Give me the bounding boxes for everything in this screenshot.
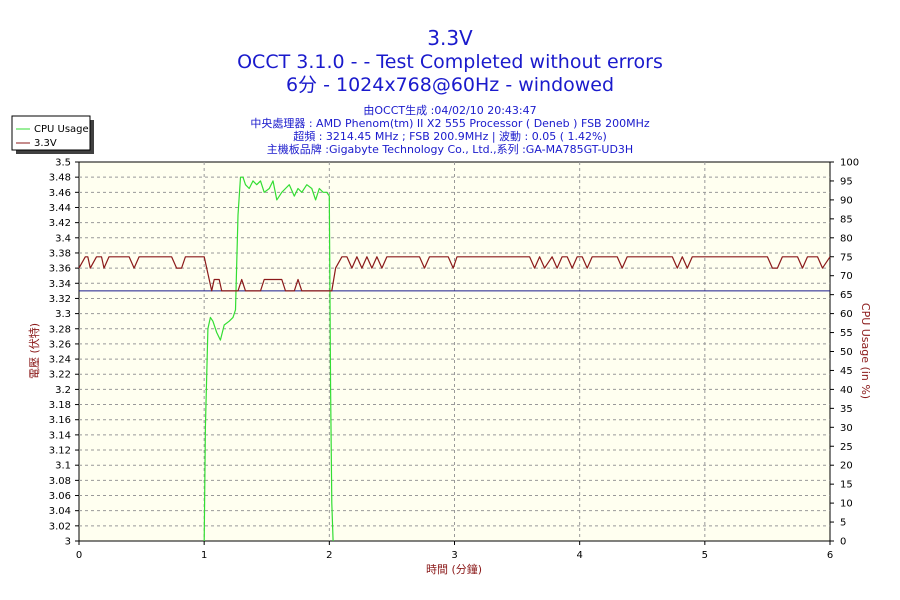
series-line-cpu-usage	[203, 176, 334, 542]
y-right-tick-label: 45	[840, 366, 853, 377]
y-right-tick-label: 15	[840, 480, 853, 491]
y-left-tick-label: 3.3	[55, 309, 71, 320]
y-left-tick-label: 3.38	[49, 248, 71, 259]
y-left-tick-label: 3.02	[49, 521, 71, 532]
y-right-tick-label: 35	[840, 404, 853, 415]
x-tick-label: 5	[702, 550, 708, 561]
y-right-tick-label: 40	[840, 385, 853, 396]
y-left-tick-label: 3.14	[49, 430, 71, 441]
y-axis-right-label: CPU Usage (in %)	[859, 303, 872, 399]
y-axis-left-label: 電壓 (伏特)	[27, 323, 41, 379]
plot-area	[78, 161, 831, 542]
x-tick-label: 6	[827, 550, 833, 561]
y-left-tick-label: 3.08	[49, 476, 71, 487]
y-right-tick-label: 60	[840, 309, 853, 320]
y-right-tick-label: 90	[840, 195, 853, 206]
y-left-tick-label: 3.44	[49, 203, 71, 214]
y-left-tick-label: 3.26	[49, 339, 71, 350]
y-right-tick-label: 85	[840, 214, 853, 225]
info-generated: 由OCCT生成 :04/02/10 20:43:47	[363, 103, 536, 117]
x-tick-label: 1	[201, 550, 207, 561]
y-left-tick-label: 3.5	[55, 158, 71, 169]
legend-entry-cpu-usage: CPU Usage	[34, 124, 89, 135]
legend: CPU Usage 3.3V	[11, 115, 94, 154]
y-right-tick-label: 20	[840, 461, 853, 472]
y-right-tick-label: 75	[840, 252, 853, 263]
y-right-tick-label: 70	[840, 271, 853, 282]
y-left-tick-label: 3.04	[49, 506, 71, 517]
y-left-tick-label: 3.48	[49, 173, 71, 184]
y-left-tick-label: 3.32	[49, 294, 71, 305]
y-right-tick-label: 10	[840, 499, 853, 510]
x-tick-label: 2	[326, 550, 332, 561]
chart-title: 3.3V	[427, 26, 473, 50]
y-right-tick-label: 25	[840, 442, 853, 453]
y-left-tick-label: 3.12	[49, 446, 71, 457]
y-left-tick-label: 3	[65, 537, 71, 548]
info-motherboard: 主機板品牌 :Gigabyte Technology Co., Ltd.,系列 …	[267, 142, 633, 156]
y-left-tick-label: 3.34	[49, 279, 71, 290]
y-left-tick-label: 3.16	[49, 415, 71, 426]
y-right-tick-label: 30	[840, 423, 853, 434]
series-lines	[78, 176, 831, 542]
tick-labels: 0 1 2 3 4 5 633.023.043.063.083.13.123.143.163…	[49, 158, 859, 562]
info-cpu: 中央處理器 : AMD Phenom(tm) II X2 555 Process…	[250, 116, 650, 130]
y-left-tick-label: 3.28	[49, 324, 71, 335]
info-overclock: 超頻 : 3214.45 MHz ; FSB 200.9MHz | 波動 : 0…	[293, 129, 607, 143]
y-right-tick-label: 100	[840, 158, 859, 169]
y-left-tick-label: 3.22	[49, 370, 71, 381]
y-left-tick-label: 3.36	[49, 264, 71, 275]
y-right-tick-label: 5	[840, 518, 846, 529]
x-tick-label: 4	[576, 550, 582, 561]
chart-subtitle-mode: 6分 - 1024x768@60Hz - windowed	[286, 74, 614, 96]
y-left-tick-label: 3.1	[55, 461, 71, 472]
chart-subtitle-test: OCCT 3.1.0 - - Test Completed without er…	[237, 51, 663, 73]
y-right-tick-label: 65	[840, 290, 853, 301]
x-tick-label: 0	[76, 550, 82, 561]
y-right-tick-label: 95	[840, 176, 853, 187]
y-left-tick-label: 3.46	[49, 188, 71, 199]
x-axis-label: 時間 (分鐘)	[426, 562, 482, 576]
y-right-tick-label: 50	[840, 347, 853, 358]
legend-box	[11, 115, 91, 151]
y-left-tick-label: 3.24	[49, 355, 71, 366]
y-right-tick-label: 80	[840, 233, 853, 244]
x-tick-label: 3	[451, 550, 457, 561]
grid-lines	[79, 162, 830, 541]
y-right-tick-label: 55	[840, 328, 853, 339]
series-line-3-3v	[78, 256, 831, 292]
y-left-tick-label: 3.18	[49, 400, 71, 411]
legend-entry-voltage: 3.3V	[34, 138, 57, 149]
y-left-tick-label: 3.42	[49, 218, 71, 229]
y-right-tick-label: 0	[840, 537, 846, 548]
y-left-tick-label: 3.2	[55, 385, 71, 396]
y-left-tick-label: 3.4	[55, 233, 71, 244]
y-left-tick-label: 3.06	[49, 491, 71, 502]
